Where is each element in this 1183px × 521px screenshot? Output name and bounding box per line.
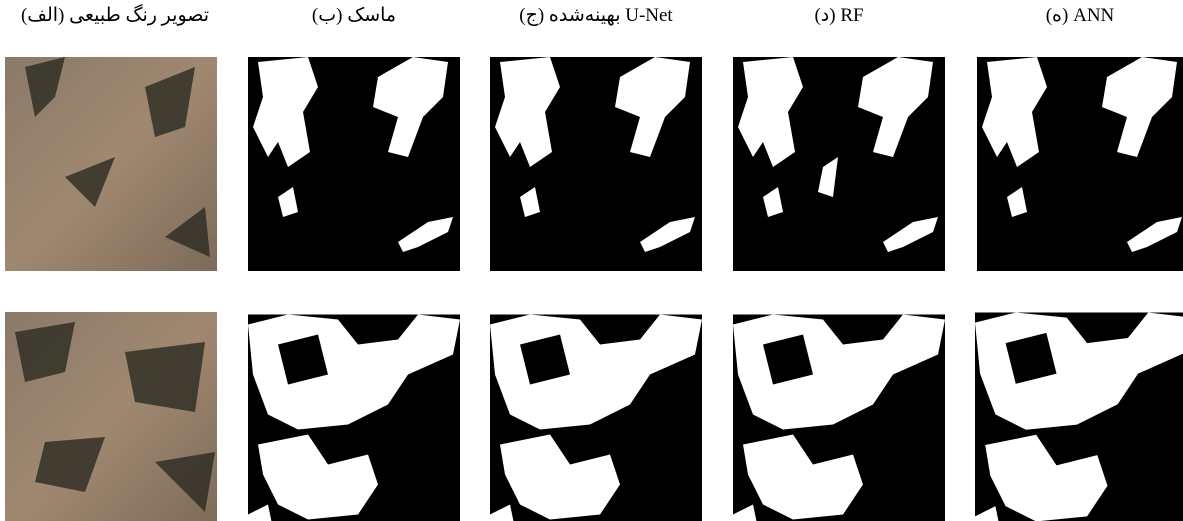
natural-image xyxy=(5,312,217,521)
mask-image xyxy=(248,312,460,521)
ann-result xyxy=(975,312,1183,521)
ann-result xyxy=(975,57,1183,271)
column-header: تصویر رنگ طبیعی (الف) xyxy=(0,4,235,27)
column-header: ماسک (ب) xyxy=(234,4,474,27)
figure: تصویر رنگ طبیعی (الف) ماسک (ب) U-Net بهی… xyxy=(0,0,1183,521)
rf-result xyxy=(733,312,945,521)
unet-result xyxy=(490,312,702,521)
mask-image xyxy=(248,57,460,271)
column-header: U-Net بهینه‌شده (ج) xyxy=(476,4,716,27)
column-header: ANN (ه) xyxy=(960,4,1183,27)
column-header: RF (د) xyxy=(719,4,959,27)
unet-result xyxy=(490,57,702,271)
rf-result xyxy=(733,57,945,271)
natural-image xyxy=(5,57,217,271)
